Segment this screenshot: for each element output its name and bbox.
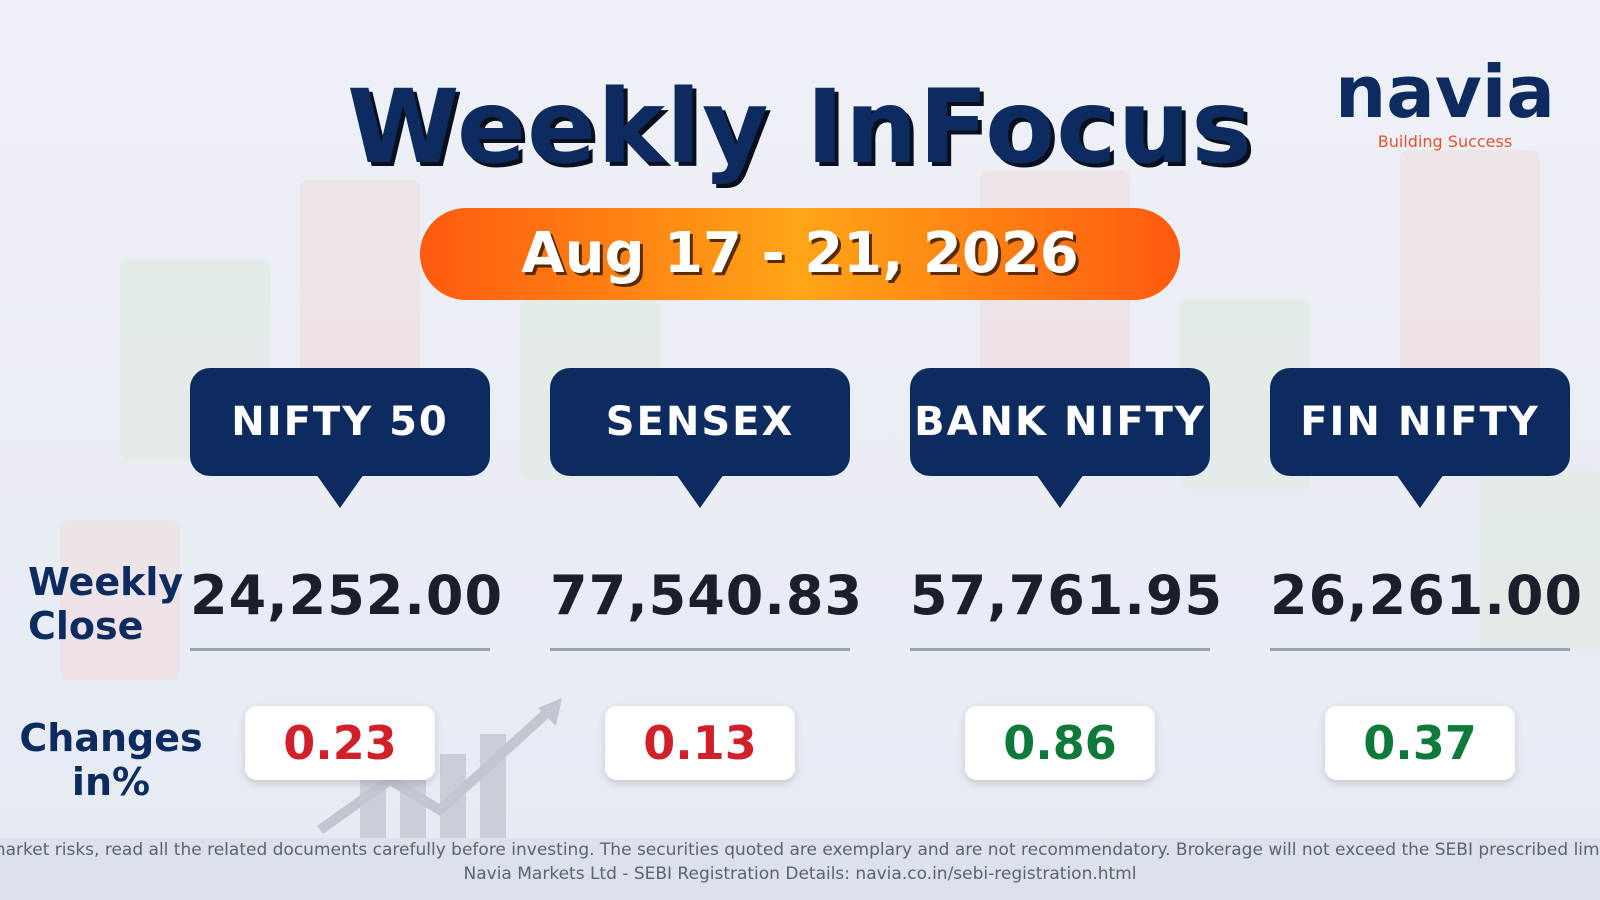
registration: Navia Markets Ltd - SEBI Registration De… — [463, 864, 1137, 884]
index-name: NIFTY 50 — [190, 368, 490, 508]
decor — [1480, 470, 1600, 650]
weekly-close: 24,252.00 — [190, 564, 504, 627]
decor — [60, 520, 180, 680]
underline — [550, 648, 850, 651]
logo-tagline: Building Success — [1377, 132, 1513, 151]
weekly-close: 77,540.83 — [550, 564, 864, 627]
row-label: Changes in% — [19, 716, 203, 804]
decor — [300, 180, 420, 380]
underline — [910, 648, 1210, 651]
underline — [190, 648, 490, 651]
change-percent: 0.86 — [965, 706, 1155, 780]
index-name: FIN NIFTY — [1270, 368, 1570, 508]
change-percent: 0.13 — [605, 706, 795, 780]
date-range: Aug 17 - 21, 2026 — [420, 208, 1180, 300]
weekly-close: 57,761.95 — [910, 564, 1224, 627]
disclaimer: market risks, read all the related docum… — [0, 840, 1600, 860]
row-label: Weekly Close — [28, 560, 184, 648]
logo-name: navia — [1334, 50, 1556, 134]
index-name: SENSEX — [550, 368, 850, 508]
change-percent: 0.23 — [245, 706, 435, 780]
index-name: BANK NIFTY — [910, 368, 1210, 508]
title: Weekly InFocus — [346, 68, 1253, 187]
decor — [1400, 150, 1540, 380]
logo: navia Building Success — [1330, 52, 1560, 151]
weekly-close: 26,261.00 — [1270, 564, 1584, 627]
footer: market risks, read all the related docum… — [0, 838, 1600, 900]
change-percent: 0.37 — [1325, 706, 1515, 780]
underline — [1270, 648, 1570, 651]
